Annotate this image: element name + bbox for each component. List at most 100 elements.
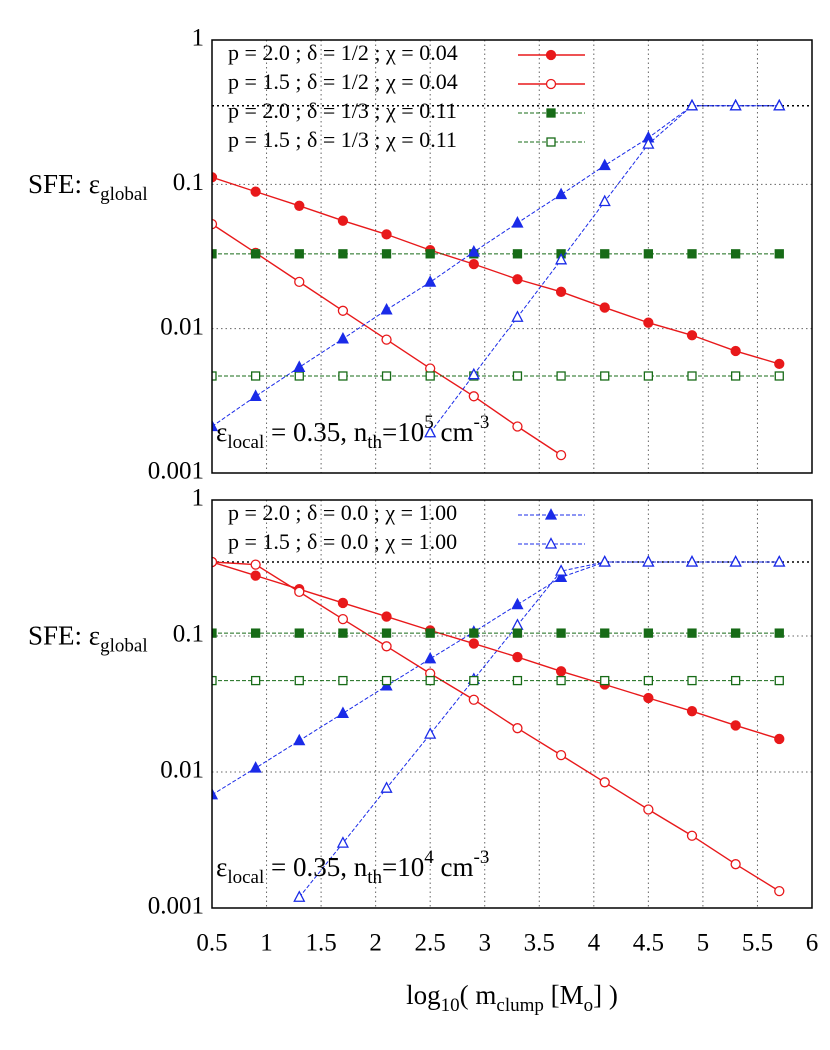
marker bbox=[643, 692, 654, 704]
y-tick-label: 0.1 bbox=[173, 621, 204, 648]
marker bbox=[685, 98, 699, 111]
marker bbox=[424, 275, 437, 287]
marker bbox=[512, 628, 523, 638]
annotation-part: 4 bbox=[424, 847, 434, 868]
marker bbox=[555, 750, 567, 761]
marker bbox=[555, 286, 567, 297]
marker bbox=[599, 777, 610, 788]
marker bbox=[512, 421, 523, 432]
marker bbox=[686, 706, 698, 717]
marker bbox=[250, 186, 261, 197]
y-axis-label: SFE: εglobal bbox=[28, 169, 148, 205]
marker bbox=[293, 360, 306, 372]
x-axis-label-part: o bbox=[584, 995, 594, 1016]
marker bbox=[598, 194, 611, 207]
annotation-part: 5 bbox=[424, 412, 434, 433]
marker bbox=[512, 651, 523, 663]
marker bbox=[774, 628, 784, 638]
x-tick-label: 4.5 bbox=[633, 930, 664, 957]
marker bbox=[249, 389, 262, 401]
annotation-part: -3 bbox=[474, 847, 490, 868]
y-tick-label: 0.1 bbox=[173, 169, 204, 196]
plot-frame bbox=[211, 39, 813, 474]
annotation-part: -3 bbox=[474, 412, 490, 433]
legend-marker bbox=[546, 137, 556, 147]
marker bbox=[600, 628, 610, 638]
legend-marker bbox=[544, 537, 558, 549]
x-tick-label: 4 bbox=[588, 930, 601, 957]
annotation-part: cm bbox=[434, 417, 474, 447]
x-axis-label-part: ] ) bbox=[593, 980, 618, 1010]
marker bbox=[511, 216, 524, 228]
marker bbox=[556, 371, 566, 381]
annotation-part: =10 bbox=[382, 417, 424, 447]
annotation-part: =10 bbox=[382, 852, 424, 882]
marker bbox=[687, 675, 697, 686]
marker bbox=[336, 706, 349, 718]
marker bbox=[424, 425, 437, 438]
marker bbox=[512, 723, 523, 734]
marker bbox=[686, 330, 698, 341]
annotation-part: = 0.35, n bbox=[264, 852, 367, 882]
marker bbox=[598, 158, 611, 171]
marker bbox=[773, 555, 786, 567]
marker bbox=[556, 675, 566, 686]
marker bbox=[512, 371, 523, 381]
x-axis-label-part: ( m bbox=[460, 980, 497, 1010]
marker bbox=[467, 245, 480, 257]
marker bbox=[212, 249, 217, 259]
annotation-part: ε bbox=[216, 417, 227, 447]
x-axis-label-part: log bbox=[406, 980, 441, 1010]
legend-label: p = 1.5 ; δ = 1/2 ; χ = 0.04 bbox=[228, 69, 458, 94]
marker bbox=[774, 371, 784, 381]
marker bbox=[468, 694, 479, 705]
marker bbox=[381, 641, 392, 652]
x-axis-label-part: [M bbox=[544, 980, 584, 1010]
marker bbox=[294, 200, 305, 211]
marker bbox=[643, 804, 654, 815]
marker bbox=[336, 836, 349, 848]
marker bbox=[424, 727, 437, 739]
annotation-part: local bbox=[227, 432, 264, 453]
marker bbox=[555, 570, 568, 582]
marker bbox=[774, 886, 785, 897]
x-tick-label: 5.5 bbox=[742, 930, 773, 957]
marker bbox=[774, 249, 784, 259]
marker bbox=[773, 98, 786, 111]
marker bbox=[643, 371, 654, 381]
y-axis-label: SFE: εglobal bbox=[28, 621, 148, 657]
marker bbox=[555, 252, 568, 265]
marker bbox=[730, 628, 741, 638]
x-tick-label: 3 bbox=[478, 930, 491, 957]
y-axis-label-part: SFE: ε bbox=[28, 169, 100, 199]
marker bbox=[212, 556, 218, 568]
annotation-part: th bbox=[367, 867, 382, 888]
marker bbox=[381, 675, 392, 686]
annotation: εlocal = 0.35, nth=105 cm-3 bbox=[216, 412, 489, 453]
marker bbox=[643, 628, 654, 638]
marker bbox=[774, 675, 784, 686]
x-tick-label: 1 bbox=[260, 930, 273, 957]
marker bbox=[425, 249, 435, 259]
marker bbox=[468, 391, 479, 402]
y-tick-label: 1 bbox=[192, 485, 205, 512]
marker bbox=[381, 249, 392, 259]
y-axis-label-part: global bbox=[100, 636, 148, 657]
x-tick-label: 5 bbox=[697, 930, 710, 957]
marker bbox=[425, 675, 435, 686]
marker bbox=[250, 570, 261, 581]
marker bbox=[729, 98, 742, 111]
legend-label: p = 1.5 ; δ = 0.0 ; χ = 1.00 bbox=[228, 529, 457, 554]
marker bbox=[293, 733, 306, 746]
marker bbox=[686, 830, 698, 841]
marker bbox=[212, 787, 219, 800]
marker bbox=[468, 258, 479, 270]
marker bbox=[338, 675, 348, 686]
marker bbox=[598, 555, 611, 567]
legend-label: p = 2.0 ; δ = 0.0 ; χ = 1.00 bbox=[228, 500, 457, 525]
plot-area bbox=[212, 40, 812, 473]
marker bbox=[338, 249, 348, 259]
x-tick-label: 2.5 bbox=[415, 930, 446, 957]
marker bbox=[337, 305, 349, 316]
